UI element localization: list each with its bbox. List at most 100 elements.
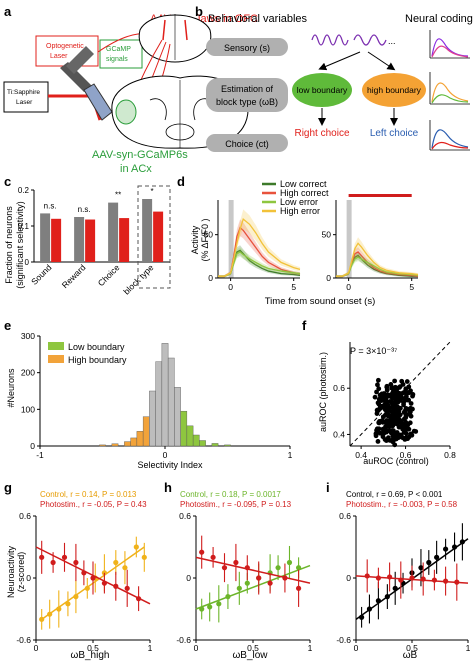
panel-g-ylabel-1: Neuroactivity: [6, 545, 16, 598]
g-point-0-5: [84, 585, 90, 591]
d-legend-label-2: Low error: [280, 197, 318, 207]
scan-head: [66, 46, 94, 74]
e-hist-bar-6: [149, 390, 156, 447]
g-point-1-7: [113, 583, 119, 589]
low-boundary-ellipse: [292, 73, 352, 107]
c-bar-control-0: [40, 213, 51, 262]
f-point: [387, 437, 393, 443]
c-significance-1: n.s.: [78, 205, 91, 214]
panel-i-label: i: [326, 480, 330, 495]
f-point: [386, 405, 392, 411]
e-legend-label-1: High boundary: [68, 355, 127, 365]
e-hist-bar-11: [180, 410, 188, 447]
f-point: [387, 424, 392, 430]
i-xtick-label: 1: [466, 643, 471, 653]
high-boundary-label: high boundary: [367, 85, 422, 95]
neural-coding-block: [429, 72, 470, 105]
e-hist-bar-0: [99, 444, 106, 447]
h-point-1-0: [199, 549, 205, 555]
acx-virus-label-1: AAV-syn-GCaMP6s: [92, 149, 188, 161]
panel-e-label: e: [4, 318, 11, 333]
panel-f-xlabel: auROC (control): [363, 456, 429, 466]
e-hist-bar-3: [130, 437, 138, 447]
d-sound-shade-0: [228, 200, 234, 278]
d-xtick-label-0: 5: [291, 282, 296, 292]
c-significance-0: n.s.: [44, 201, 57, 210]
g-xtick-label: 1: [148, 643, 153, 653]
f-point: [395, 431, 401, 437]
arrow-to-low: [318, 51, 361, 71]
e-hist-bar-7: [155, 361, 163, 447]
e-hist-bar-12: [186, 425, 194, 447]
neural-coding-sensory: [429, 30, 470, 59]
sensory-box: [206, 38, 288, 56]
e-legend-swatch-0: [48, 342, 64, 350]
ofc-fiber-right: [184, 19, 188, 41]
arrow-to-high: [367, 51, 396, 71]
f-point: [397, 419, 403, 425]
acx-region: [115, 99, 137, 125]
h-point-0-1: [207, 604, 213, 610]
f-point: [393, 384, 398, 390]
gcamp-label-2: signals: [106, 56, 128, 63]
h-point-1-6: [267, 580, 273, 586]
d-ytick-label-0: 0: [208, 273, 213, 283]
f-xtick-label: 0.4: [355, 450, 367, 460]
c-significance-3: *: [151, 187, 154, 196]
g-point-1-3: [73, 559, 79, 566]
f-point: [408, 413, 414, 419]
e-xtick-label: 0: [163, 450, 168, 460]
f-point: [387, 393, 392, 399]
f-point: [396, 424, 402, 430]
h-point-0-2: [216, 601, 222, 607]
h-fit-0: [195, 564, 311, 610]
panel-i-chart: 0 0.5 1-0.600.6: [336, 511, 470, 653]
i-point-0-7: [418, 565, 424, 571]
high-boundary-ellipse: [362, 73, 426, 107]
f-point: [382, 437, 388, 442]
h-fit-1: [195, 556, 311, 584]
f-point: [404, 379, 410, 384]
d-legend-label-1: High correct: [280, 188, 329, 198]
gcamp-signals-box: [99, 39, 143, 69]
f-point: [381, 430, 387, 436]
h-ytick-label: 0.6: [179, 511, 191, 521]
right-choice-label: Right choice: [294, 128, 349, 139]
panel-g-chart: 0 0.5 1-0.600.6: [16, 511, 152, 653]
f-point: [375, 439, 381, 444]
e-hist-bar-16: [224, 444, 231, 447]
c-category-label-0: Sound: [29, 262, 54, 287]
g-ytick-label: -0.6: [16, 635, 31, 645]
h-xtick-label: 0.5: [247, 643, 259, 653]
f-point: [382, 406, 387, 411]
panel-g-xlabel: ωB_high: [71, 650, 110, 661]
c-category-label-3: block type: [121, 262, 155, 296]
d-photostim-bar: [348, 194, 412, 197]
e-hist-bar-10: [174, 387, 181, 447]
panel-i-control-stats: Control, r = 0.69, P < 0.001: [346, 490, 443, 499]
f-point: [397, 412, 403, 418]
g-xtick-label: 0.5: [87, 643, 99, 653]
h-point-1-8: [296, 585, 302, 591]
d-xtick-label-1: 5: [409, 282, 414, 292]
f-point: [390, 412, 396, 418]
ofc-fiber-left: [162, 19, 166, 41]
g-point-0-2: [56, 606, 62, 612]
f-point: [377, 430, 383, 436]
f-point: [406, 384, 412, 390]
f-point: [372, 394, 378, 400]
f-point: [398, 405, 403, 411]
panel-d-ylabel-1: Activity: [190, 225, 200, 254]
panel-d-label: d: [177, 174, 185, 189]
c-bar-control-3: [142, 199, 153, 262]
panel-d-xlabel: Time from sound onset (s): [265, 296, 376, 307]
g-point-0-4: [73, 594, 79, 600]
g-point-0-1: [47, 611, 53, 617]
panel-c-ylabel-1: Fraction of neurons: [4, 206, 14, 284]
f-point: [402, 389, 408, 395]
panel-g-control-stats: Control, r = 0.14, P = 0.013: [40, 490, 137, 499]
f-point: [398, 434, 404, 440]
d-ytick-label-1: 50: [322, 230, 332, 240]
thalamus-outline: [165, 123, 195, 141]
h-point-0-4: [236, 585, 242, 591]
